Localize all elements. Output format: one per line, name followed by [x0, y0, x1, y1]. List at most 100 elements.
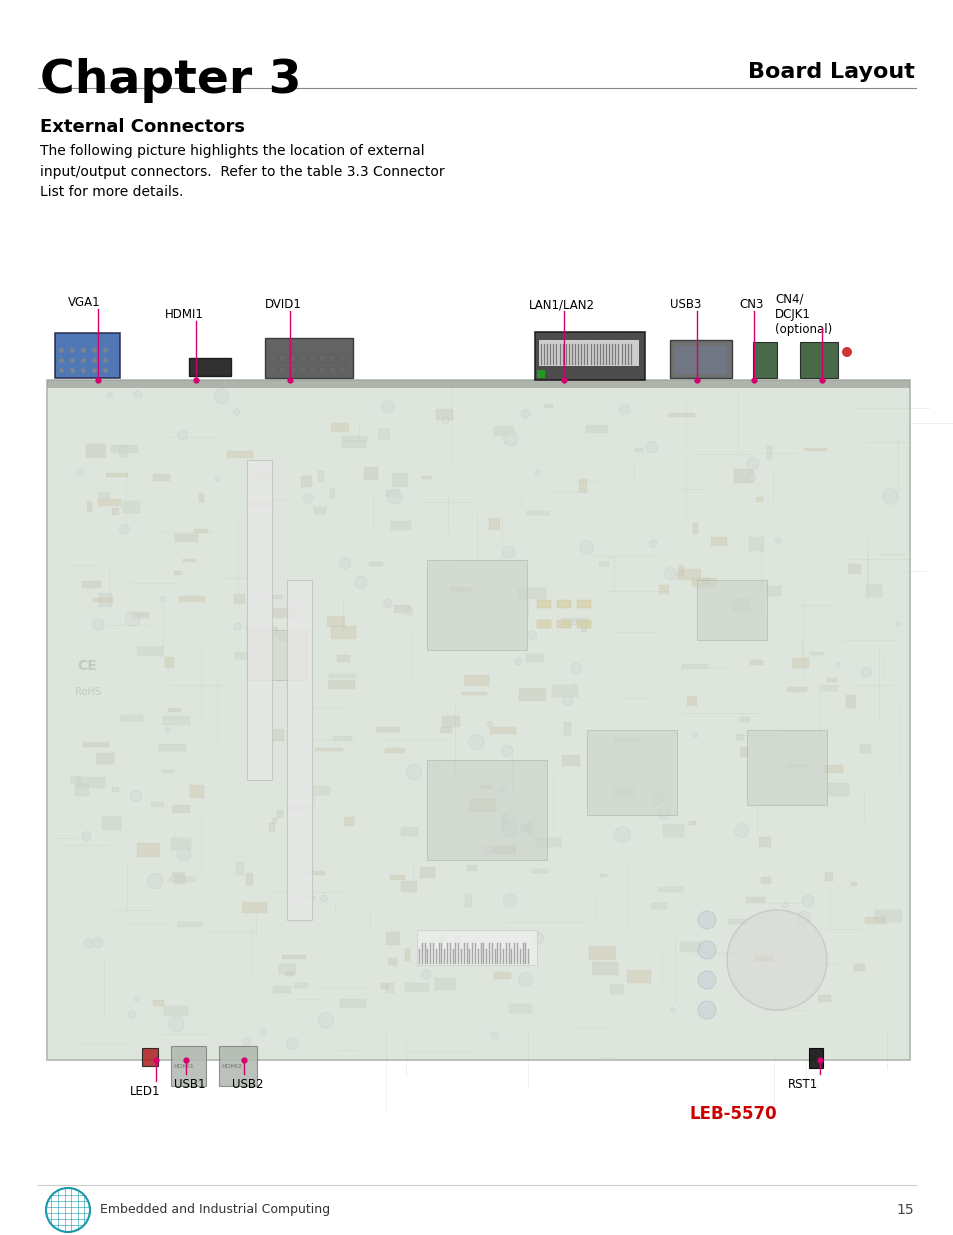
Bar — [314, 508, 326, 515]
Circle shape — [119, 525, 130, 534]
Circle shape — [129, 1010, 135, 1018]
Circle shape — [160, 597, 166, 603]
Circle shape — [437, 932, 446, 941]
Bar — [329, 354, 335, 362]
Bar — [174, 534, 198, 542]
Circle shape — [746, 458, 759, 471]
Bar — [803, 448, 826, 451]
Bar — [669, 340, 731, 378]
Bar — [385, 490, 398, 496]
Text: LAN1/LAN2: LAN1/LAN2 — [529, 298, 595, 311]
Text: The following picture highlights the location of external
input/output connector: The following picture highlights the loc… — [40, 144, 444, 199]
Text: CN3: CN3 — [739, 298, 762, 311]
Bar — [153, 1000, 164, 1007]
Circle shape — [801, 895, 813, 906]
Bar — [577, 620, 590, 629]
Bar — [329, 674, 355, 678]
Bar — [598, 562, 609, 566]
Bar — [106, 473, 129, 477]
Bar — [282, 955, 306, 960]
Bar — [492, 846, 515, 855]
Bar — [732, 599, 749, 613]
Bar — [635, 448, 642, 452]
Bar — [562, 619, 587, 625]
Bar — [304, 871, 325, 874]
Bar — [786, 688, 806, 692]
Bar — [427, 559, 526, 650]
Bar — [822, 766, 841, 773]
Bar — [517, 588, 545, 599]
Circle shape — [614, 826, 630, 842]
Bar — [557, 620, 571, 629]
Bar — [247, 630, 307, 680]
Bar — [132, 611, 149, 619]
Bar — [339, 999, 366, 1008]
Bar — [668, 414, 695, 416]
Bar — [369, 562, 383, 566]
Bar — [388, 958, 396, 965]
Circle shape — [698, 911, 716, 929]
Bar — [338, 367, 346, 374]
Bar — [269, 354, 275, 362]
Bar — [102, 816, 120, 830]
Bar — [190, 784, 203, 798]
Bar — [137, 647, 163, 656]
Bar — [543, 404, 552, 408]
Bar — [309, 354, 315, 362]
Circle shape — [491, 1031, 498, 1039]
Circle shape — [148, 873, 163, 889]
Bar — [527, 511, 550, 515]
Text: 15: 15 — [896, 1203, 913, 1216]
Circle shape — [318, 1013, 334, 1029]
Bar — [331, 422, 349, 432]
Bar — [563, 722, 571, 735]
Circle shape — [841, 347, 851, 357]
Bar — [273, 609, 296, 619]
Circle shape — [579, 541, 593, 553]
Circle shape — [381, 400, 394, 414]
Bar — [394, 605, 411, 613]
Bar — [278, 963, 296, 974]
Circle shape — [535, 469, 539, 475]
Text: USB3: USB3 — [669, 298, 700, 311]
Circle shape — [518, 973, 532, 987]
Bar — [111, 445, 138, 453]
Bar — [151, 802, 164, 806]
Circle shape — [77, 469, 84, 475]
Bar — [490, 726, 516, 734]
Bar — [287, 580, 312, 920]
Circle shape — [387, 489, 401, 504]
Text: LED1: LED1 — [130, 1086, 160, 1098]
Bar — [613, 788, 635, 797]
Text: Embedded and Industrial Computing: Embedded and Industrial Computing — [100, 1203, 330, 1216]
Circle shape — [618, 404, 629, 415]
Bar — [874, 910, 902, 923]
Bar — [87, 501, 92, 511]
Circle shape — [84, 939, 93, 948]
Circle shape — [562, 695, 573, 705]
Bar — [760, 877, 770, 884]
Bar — [765, 585, 781, 595]
Bar — [342, 436, 367, 441]
Bar — [158, 743, 186, 751]
Bar — [172, 805, 190, 813]
Circle shape — [515, 658, 521, 664]
Circle shape — [134, 390, 142, 399]
Bar — [700, 578, 709, 584]
Text: RST1: RST1 — [787, 1078, 818, 1091]
Bar — [329, 367, 335, 374]
Bar — [289, 354, 295, 362]
Bar — [786, 764, 806, 767]
Bar — [500, 814, 507, 827]
Circle shape — [487, 721, 493, 726]
Bar — [99, 594, 112, 606]
Bar — [586, 730, 677, 815]
Bar — [734, 469, 752, 483]
Bar — [152, 474, 170, 480]
Bar — [692, 524, 697, 534]
Bar — [537, 620, 551, 629]
Bar — [659, 585, 668, 594]
Circle shape — [500, 745, 512, 756]
Bar — [75, 784, 89, 795]
Text: RoHS: RoHS — [75, 687, 101, 697]
